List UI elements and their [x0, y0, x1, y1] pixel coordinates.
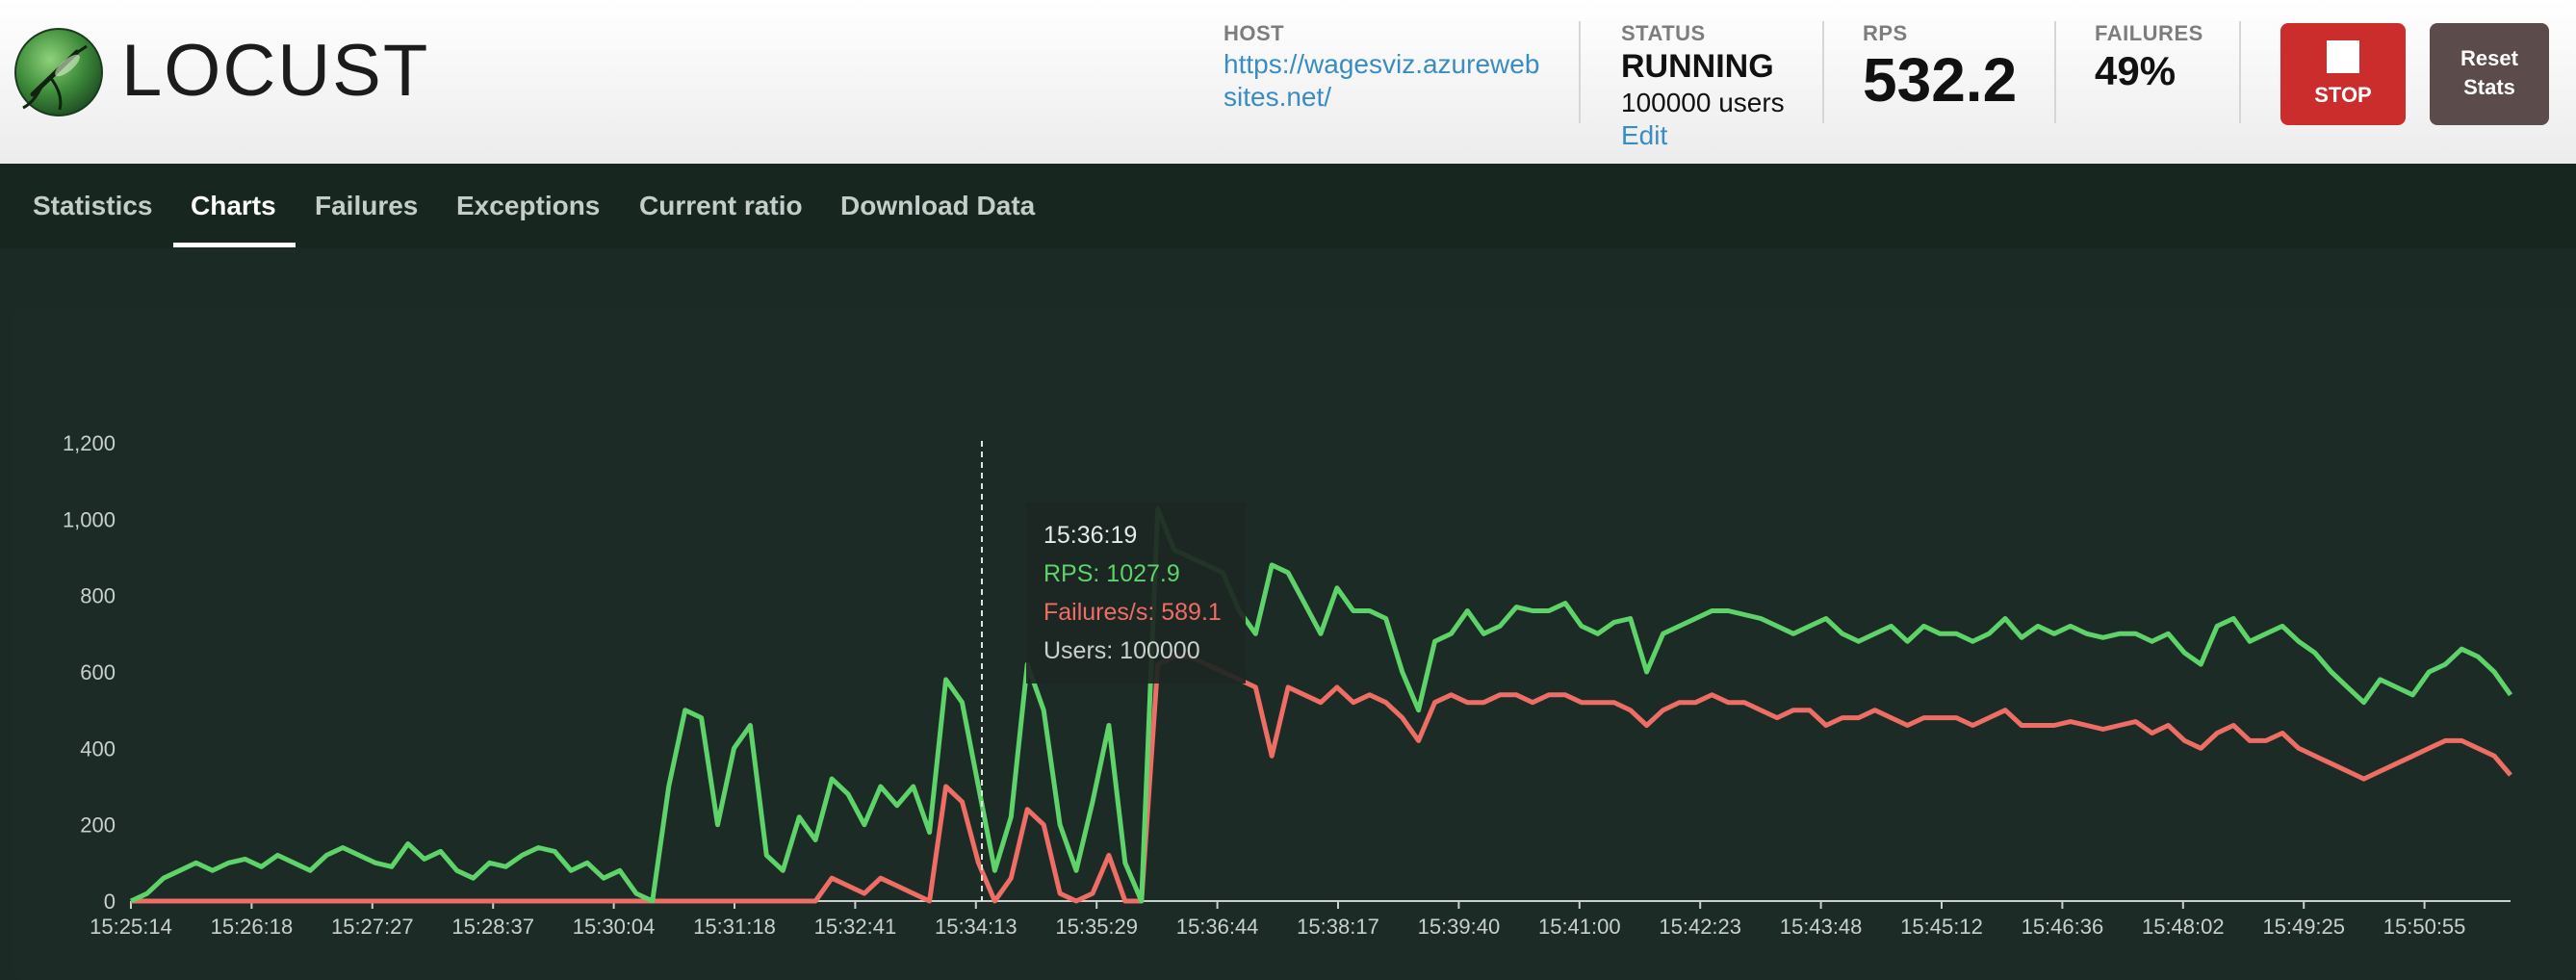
y-tick-label: 200 — [80, 813, 116, 838]
x-tick-label: 15:39:40 — [1418, 915, 1501, 939]
tab-current-ratio[interactable]: Current ratio — [639, 191, 803, 220]
x-tick-label: 15:27:27 — [331, 915, 414, 939]
stop-button[interactable]: STOP — [2280, 23, 2406, 125]
x-tick-label: 15:34:13 — [935, 915, 1018, 939]
tooltip-failures: Failures/s: 589.1 — [1043, 599, 1222, 626]
host-label: HOST — [1224, 21, 1285, 45]
status-label: STATUS — [1621, 21, 1706, 45]
header-bar: LOCUST HOST https://wagesviz.azurewebsit… — [0, 0, 2576, 164]
tab-statistics[interactable]: Statistics — [33, 191, 153, 220]
failures-stat: FAILURES 49% — [2095, 21, 2203, 94]
x-tick-label: 15:38:17 — [1297, 915, 1379, 939]
x-tick-label: 15:46:36 — [2022, 915, 2104, 939]
status-stat: STATUS RUNNING 100000 users Edit — [1621, 21, 1785, 151]
reset-stats-button[interactable]: Reset Stats — [2430, 23, 2549, 125]
x-tick-label: 15:28:37 — [451, 915, 534, 939]
logo-text: LOCUST — [121, 30, 430, 112]
x-tick-label: 15:41:00 — [1538, 915, 1621, 939]
x-tick-label: 15:48:02 — [2142, 915, 2225, 939]
status-value: RUNNING — [1621, 48, 1774, 85]
y-tick-label: 800 — [80, 584, 116, 608]
x-tick-label: 15:50:55 — [2383, 915, 2466, 939]
tab-exceptions[interactable]: Exceptions — [456, 191, 601, 220]
tooltip-users: Users: 100000 — [1043, 637, 1200, 664]
header-divider — [2239, 21, 2241, 123]
x-tick-label: 15:43:48 — [1780, 915, 1863, 939]
reset-label-line2: Stats — [2463, 75, 2515, 99]
rps-series-line — [129, 506, 2513, 904]
locust-logo-icon[interactable] — [13, 27, 104, 117]
tab-download-data[interactable]: Download Data — [840, 191, 1036, 220]
x-axis: 15:25:14 15:26:18 15:27:27 15:28:37 15:30:04… — [90, 900, 2511, 939]
header-divider — [2054, 21, 2056, 123]
y-tick-label: 0 — [104, 890, 116, 914]
tab-bar: Statistics Charts Failures Exceptions Cu… — [0, 164, 2576, 248]
x-tick-label: 15:30:04 — [573, 915, 656, 939]
x-tick-label: 15:32:41 — [814, 915, 897, 939]
chart-series — [129, 506, 2513, 904]
failures-value: 49% — [2095, 48, 2177, 93]
y-tick-label: 400 — [80, 736, 116, 761]
x-tick-label: 15:31:18 — [693, 915, 776, 939]
rps-value: 532.2 — [1863, 45, 2018, 115]
edit-users-link[interactable]: Edit — [1621, 120, 1668, 150]
x-tick-label: 15:49:25 — [2262, 915, 2345, 939]
x-tick-label: 15:25:14 — [90, 915, 172, 939]
header-divider — [1579, 21, 1581, 123]
header-divider — [1822, 21, 1824, 123]
y-tick-label: 1,200 — [63, 431, 116, 455]
chart-tooltip: 15:36:19 RPS: 1027.9 Failures/s: 589.1 U… — [1026, 503, 1246, 683]
x-tick-label: 15:36:44 — [1176, 915, 1259, 939]
host-stat: HOST https://wagesviz.azurewebsites.net/ — [1224, 21, 1551, 114]
rps-stat: RPS 532.2 — [1863, 21, 2017, 114]
status-users: 100000 users — [1621, 88, 1785, 117]
chart-panel — [13, 306, 2576, 980]
x-tick-label: 15:26:18 — [211, 915, 294, 939]
tab-charts[interactable]: Charts — [191, 191, 276, 220]
y-tick-label: 600 — [80, 660, 116, 684]
x-tick-label: 15:42:23 — [1659, 915, 1741, 939]
stop-label: STOP — [2314, 83, 2372, 107]
rps-label: RPS — [1863, 21, 1908, 45]
x-tick-label: 15:45:12 — [1900, 915, 1983, 939]
stop-square-icon — [2327, 40, 2359, 73]
active-tab-indicator — [173, 243, 296, 247]
failures-series-line — [131, 654, 2512, 904]
failures-label: FAILURES — [2095, 21, 2203, 45]
x-tick-label: 15:35:29 — [1055, 915, 1138, 939]
tooltip-rps: RPS: 1027.9 — [1043, 560, 1180, 587]
y-tick-label: 1,000 — [63, 507, 116, 531]
y-axis: 0 200 400 600 800 1,000 1,200 — [63, 431, 116, 914]
tab-failures[interactable]: Failures — [315, 191, 419, 220]
reset-label-line1: Reset — [2460, 46, 2518, 70]
tooltip-time: 15:36:19 — [1043, 522, 1138, 549]
host-link[interactable]: https://wagesviz.azurewebsites.net/ — [1224, 49, 1540, 112]
